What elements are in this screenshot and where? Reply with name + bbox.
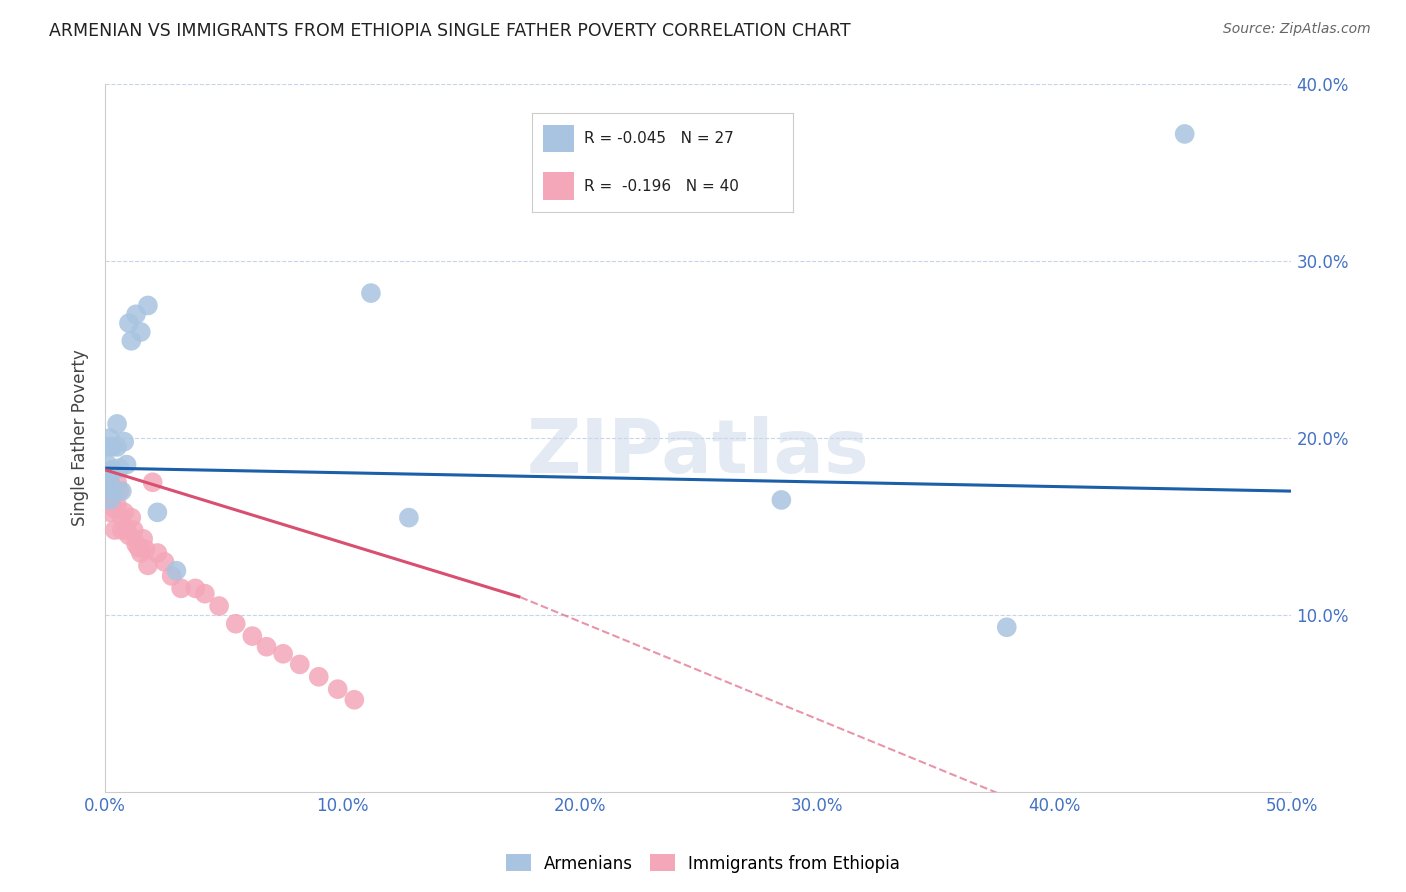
Point — [111, 523, 134, 537]
Point — [288, 657, 311, 672]
Point — [142, 475, 165, 490]
Point — [97, 470, 120, 484]
Point — [111, 510, 134, 524]
Point — [97, 475, 120, 490]
Point — [326, 682, 349, 697]
Point — [97, 458, 120, 472]
Text: ARMENIAN VS IMMIGRANTS FROM ETHIOPIA SINGLE FATHER POVERTY CORRELATION CHART: ARMENIAN VS IMMIGRANTS FROM ETHIOPIA SIN… — [49, 22, 851, 40]
Point — [122, 523, 145, 537]
Point — [271, 647, 294, 661]
Point — [136, 558, 159, 573]
Point — [108, 484, 131, 499]
Point — [125, 307, 148, 321]
Point — [129, 546, 152, 560]
Point — [1174, 127, 1197, 141]
Point — [398, 510, 420, 524]
Point — [105, 498, 128, 512]
Point — [194, 587, 217, 601]
Point — [256, 640, 278, 654]
Text: Source: ZipAtlas.com: Source: ZipAtlas.com — [1223, 22, 1371, 37]
Point — [104, 523, 127, 537]
Point — [770, 492, 793, 507]
Point — [118, 316, 141, 330]
Point — [97, 492, 120, 507]
Point — [111, 484, 134, 499]
Point — [104, 484, 127, 499]
Point — [165, 564, 187, 578]
Point — [98, 492, 121, 507]
Point — [105, 440, 128, 454]
Point — [170, 582, 193, 596]
Point — [129, 325, 152, 339]
Point — [132, 532, 155, 546]
Point — [125, 537, 148, 551]
Point — [98, 475, 121, 490]
Y-axis label: Single Father Poverty: Single Father Poverty — [72, 350, 89, 526]
Point — [97, 440, 120, 454]
Point — [115, 523, 138, 537]
Point — [184, 582, 207, 596]
Point — [146, 546, 169, 560]
Point — [112, 505, 135, 519]
Point — [343, 692, 366, 706]
Point — [208, 599, 231, 613]
Point — [98, 505, 121, 519]
Point — [105, 417, 128, 431]
Point — [115, 458, 138, 472]
Point — [995, 620, 1018, 634]
Point — [127, 541, 149, 555]
Point — [118, 528, 141, 542]
Point — [153, 555, 176, 569]
Point — [240, 629, 263, 643]
Point — [101, 463, 124, 477]
Legend: Armenians, Immigrants from Ethiopia: Armenians, Immigrants from Ethiopia — [499, 847, 907, 880]
Point — [105, 475, 128, 490]
Point — [146, 505, 169, 519]
Point — [98, 431, 121, 445]
Point — [360, 286, 382, 301]
Point — [135, 542, 157, 557]
Point — [120, 510, 142, 524]
Point — [112, 434, 135, 449]
Text: ZIPatlas: ZIPatlas — [527, 416, 870, 489]
Point — [101, 488, 124, 502]
Point — [108, 461, 131, 475]
Point — [101, 440, 124, 454]
Point — [98, 470, 121, 484]
Point — [136, 298, 159, 312]
Point — [225, 616, 247, 631]
Point — [308, 670, 330, 684]
Point — [104, 501, 127, 516]
Point — [160, 569, 183, 583]
Point — [101, 463, 124, 477]
Point — [120, 334, 142, 348]
